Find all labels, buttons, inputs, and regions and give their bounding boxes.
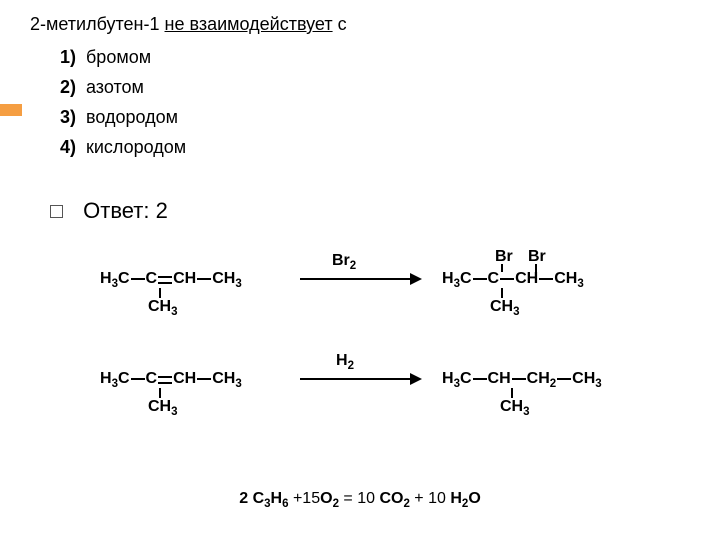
bond-vertical: [159, 288, 161, 298]
reaction-schemes: H3CCCHCH3 CH3 Br2 Br Br H3CCCHCH3 CH3 H3…: [0, 250, 720, 422]
reagent-sub: 2: [350, 260, 356, 272]
reagent-text: H: [336, 352, 348, 369]
answer-label: Ответ:: [83, 198, 155, 223]
reagent-label: H2: [336, 352, 354, 372]
option-number: 1): [60, 44, 86, 70]
reagent-molecule: H3CCCHCH3: [100, 370, 242, 390]
reagent-sub: 2: [348, 360, 354, 372]
bullet-icon: [50, 205, 63, 218]
q-before: 2-метилбутен-1: [30, 14, 165, 34]
branch-group: CH3: [148, 298, 178, 318]
answer-block: Ответ: 2: [50, 198, 168, 224]
option-text: бромом: [86, 44, 151, 70]
option-row: 4) кислородом: [60, 134, 347, 160]
product-molecule: H3CCCHCH3: [442, 270, 584, 290]
option-number: 3): [60, 104, 86, 130]
reagent-text: Br: [332, 252, 350, 269]
question-title: 2-метилбутен-1 не взаимодействует с: [30, 12, 347, 36]
accent-blue-gradient: [350, 70, 720, 142]
branch-group: CH3: [148, 398, 178, 418]
options-list: 1) бромом 2) азотом 3) водородом 4) кисл…: [30, 44, 347, 160]
q-after: с: [333, 14, 347, 34]
option-row: 2) азотом: [60, 74, 347, 100]
reaction-hydrogenation: H3CCCHCH3 CH3 H2 H3CCHCH2CH3 CH3: [0, 350, 720, 422]
branch-group: CH3: [500, 398, 530, 418]
accent-orange-bar: [0, 104, 22, 116]
branch-group: CH3: [490, 298, 520, 318]
option-text: азотом: [86, 74, 144, 100]
q-underlined: не взаимодействует: [165, 14, 333, 34]
reagent-label: Br2: [332, 252, 356, 272]
option-row: 3) водородом: [60, 104, 347, 130]
reagent-molecule: H3CCCHCH3: [100, 270, 242, 290]
question-block: 2-метилбутен-1 не взаимодействует с 1) б…: [30, 12, 347, 164]
bond-vertical: [159, 388, 161, 398]
product-top-group: Br: [495, 248, 513, 266]
option-row: 1) бромом: [60, 44, 347, 70]
answer-value: 2: [156, 198, 168, 223]
bond-vertical: [511, 388, 513, 398]
option-number: 2): [60, 74, 86, 100]
reaction-bromination: H3CCCHCH3 CH3 Br2 Br Br H3CCCHCH3 CH3: [0, 250, 720, 322]
combustion-equation: 2 C3H6 +15O2 = 10 CO2 + 10 H2O: [0, 490, 720, 510]
option-text: кислородом: [86, 134, 186, 160]
bond-vertical: [501, 288, 503, 298]
option-number: 4): [60, 134, 86, 160]
product-molecule: H3CCHCH2CH3: [442, 370, 602, 390]
option-text: водородом: [86, 104, 178, 130]
